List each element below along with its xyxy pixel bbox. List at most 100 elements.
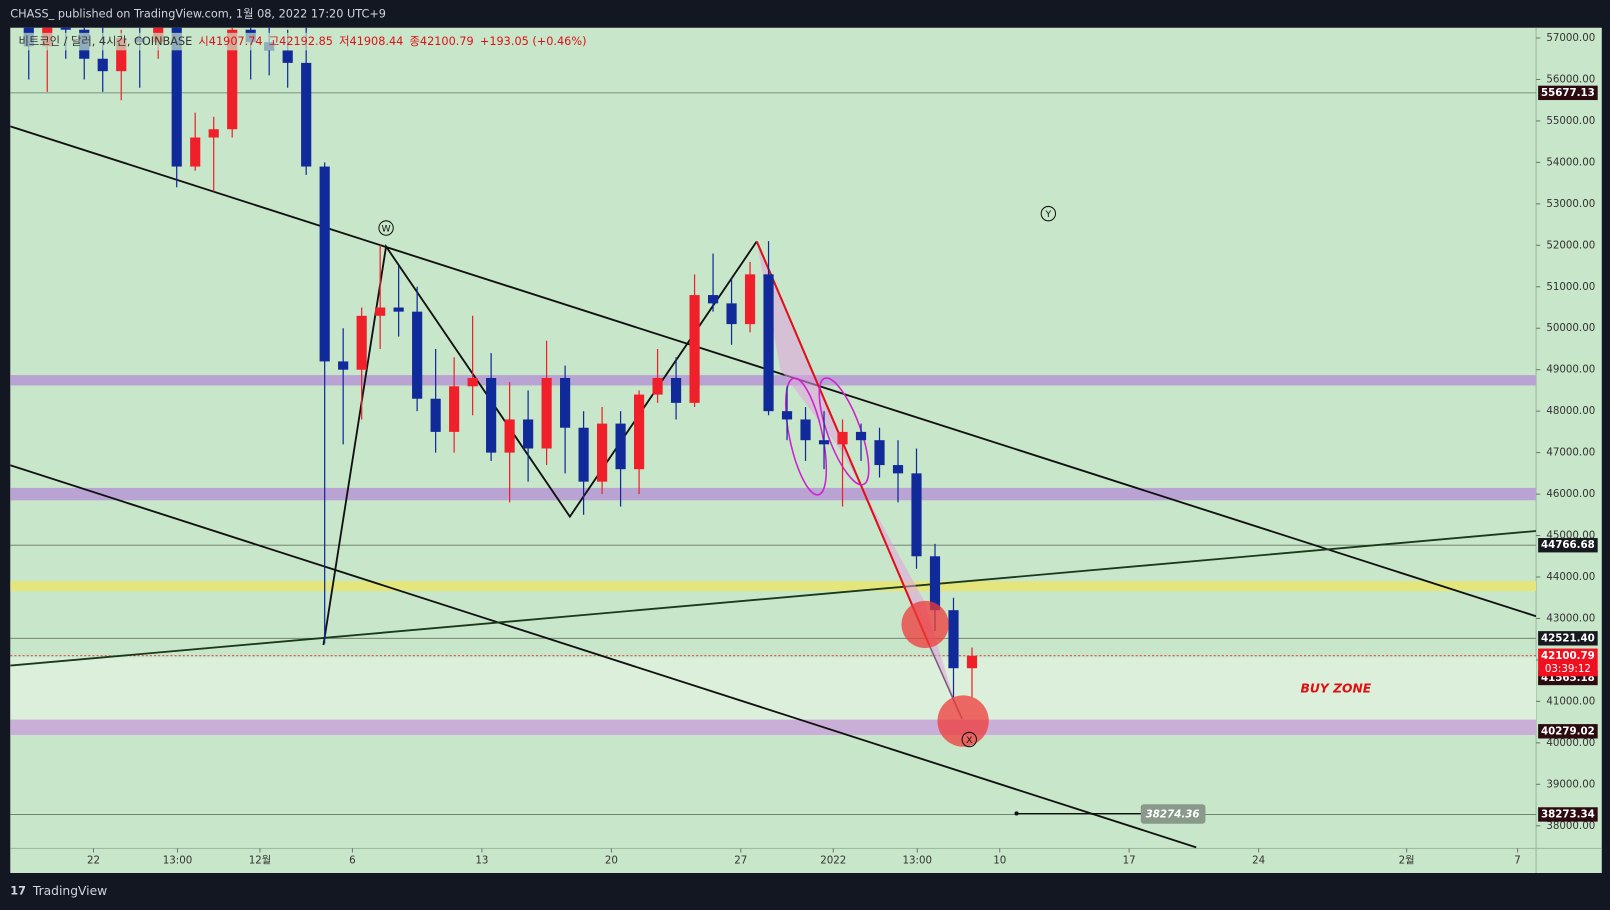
candle-body [929, 556, 941, 611]
price-label-box [1538, 631, 1598, 646]
y-tick-label: 51000.00 [1546, 281, 1595, 293]
footer: TradingView [32, 884, 107, 898]
candle-body [486, 377, 497, 453]
y-tick-label: 56000.00 [1546, 73, 1595, 85]
price-label-box [1538, 538, 1598, 553]
y-tick-label: 47000.00 [1546, 447, 1595, 459]
candle-body [338, 361, 349, 370]
candle-body [523, 419, 534, 449]
ellipse [818, 377, 870, 486]
candle-body [560, 377, 571, 428]
candle-body [948, 610, 959, 669]
legend-bg [14, 32, 574, 51]
candle-body [726, 303, 737, 325]
legend-value: 저41908.44 [339, 35, 403, 48]
candle-body [744, 274, 756, 325]
candle-body [633, 394, 645, 470]
wave-label-ring [1040, 205, 1057, 222]
x-tick-label: 7 [1514, 855, 1521, 867]
candle-body [578, 427, 589, 482]
y-tick-label: 52000.00 [1546, 239, 1595, 251]
x-tick-label: 24 [1252, 855, 1265, 867]
candle-body [449, 386, 460, 432]
legend-value: 시41907.74 [198, 35, 262, 48]
candle-body [818, 440, 830, 445]
y-tick-label: 57000.00 [1546, 32, 1595, 44]
candle-body [911, 473, 922, 557]
candle-body [966, 655, 978, 669]
zones [10, 375, 1537, 735]
candle-body [190, 137, 201, 167]
y-tick-label: 50000.00 [1546, 322, 1595, 334]
overlay: W Y X BUY ZONE 38274.36 비트코인 / 달러, 4시간, … [14, 32, 1372, 824]
candle-body [615, 423, 626, 470]
y-tick-label: 54000.00 [1546, 156, 1595, 168]
candle-body [301, 62, 312, 167]
candle-body [282, 50, 293, 63]
x-tick-label: 2022 [820, 855, 846, 867]
y-tick-label: 48000.00 [1546, 405, 1595, 417]
candle-body [763, 274, 774, 412]
measure-dot [1014, 811, 1019, 816]
candle-body [781, 411, 793, 420]
candle-body [800, 419, 811, 441]
wave-label: X [966, 735, 973, 746]
measure-label: 38274.36 [1146, 808, 1200, 820]
marker-circle [901, 600, 949, 649]
wave-label: Y [1045, 209, 1052, 220]
ellipse [784, 377, 828, 496]
x-tick-label: 13:00 [903, 855, 933, 867]
y-tick-label: 46000.00 [1546, 488, 1595, 500]
candle-body [467, 377, 478, 387]
wave-line [322, 240, 758, 646]
buy-zone-label: BUY ZONE [1301, 682, 1372, 696]
price-label: 42521.40 [1541, 632, 1595, 644]
footer-bar [0, 873, 1610, 910]
legend-value: 종42100.79 [410, 35, 474, 48]
candle-body [227, 29, 238, 130]
x-tick-label: 6 [349, 855, 356, 867]
header: CHASS_ published on TradingView.com, 1월 … [10, 7, 386, 20]
candle-body [171, 27, 182, 167]
price-label-box [1538, 85, 1598, 101]
legend-value: +193.05 (+0.46%) [480, 35, 587, 48]
wave-label-ring [378, 220, 394, 236]
axes: 38000.0039000.0040000.0041000.0042000.00… [87, 32, 1598, 867]
candle-body [430, 398, 441, 432]
x-tick-label: 2월 [1399, 855, 1415, 867]
candle-body [892, 465, 904, 474]
candle-body [97, 58, 108, 72]
candle-body [837, 431, 848, 445]
marker-circle [937, 695, 989, 747]
price-label-box [1538, 724, 1598, 739]
x-tick-label: 12월 [249, 855, 271, 867]
wave-label-ring [961, 731, 977, 748]
y-tick-label: 40000.00 [1546, 737, 1595, 749]
trendline [10, 530, 1537, 667]
legend: 비트코인 / 달러, 4시간, COINBASE 시41907.74 고42192.… [18, 34, 586, 48]
candle-body [319, 166, 330, 362]
y-tick-label: 43000.00 [1546, 612, 1595, 624]
zone [10, 719, 1537, 735]
y-tick-label: 38000.00 [1546, 820, 1595, 832]
x-tick-label: 10 [993, 855, 1006, 867]
price-label: 55677.13 [1541, 87, 1595, 99]
candle-body [597, 423, 608, 482]
x-tick-label: 13 [475, 855, 488, 867]
trendline [10, 464, 1197, 849]
x-tick-label: 13:00 [163, 855, 193, 867]
legend-symbol: 비트코인 / 달러, 4시간, COINBASE [18, 34, 192, 48]
last-price-box [1538, 648, 1598, 677]
logo: 17 [10, 885, 26, 898]
price-label: 40279.02 [1541, 725, 1595, 737]
measure-box [1140, 804, 1206, 824]
candle-body [60, 27, 71, 30]
price-lines [10, 92, 1537, 815]
candle-body [412, 311, 423, 399]
y-tick-label: 53000.00 [1546, 198, 1595, 210]
price-label: 38273.34 [1541, 808, 1595, 820]
price-label-box [1538, 807, 1598, 822]
zone [10, 657, 1537, 720]
candle-body [375, 307, 386, 316]
